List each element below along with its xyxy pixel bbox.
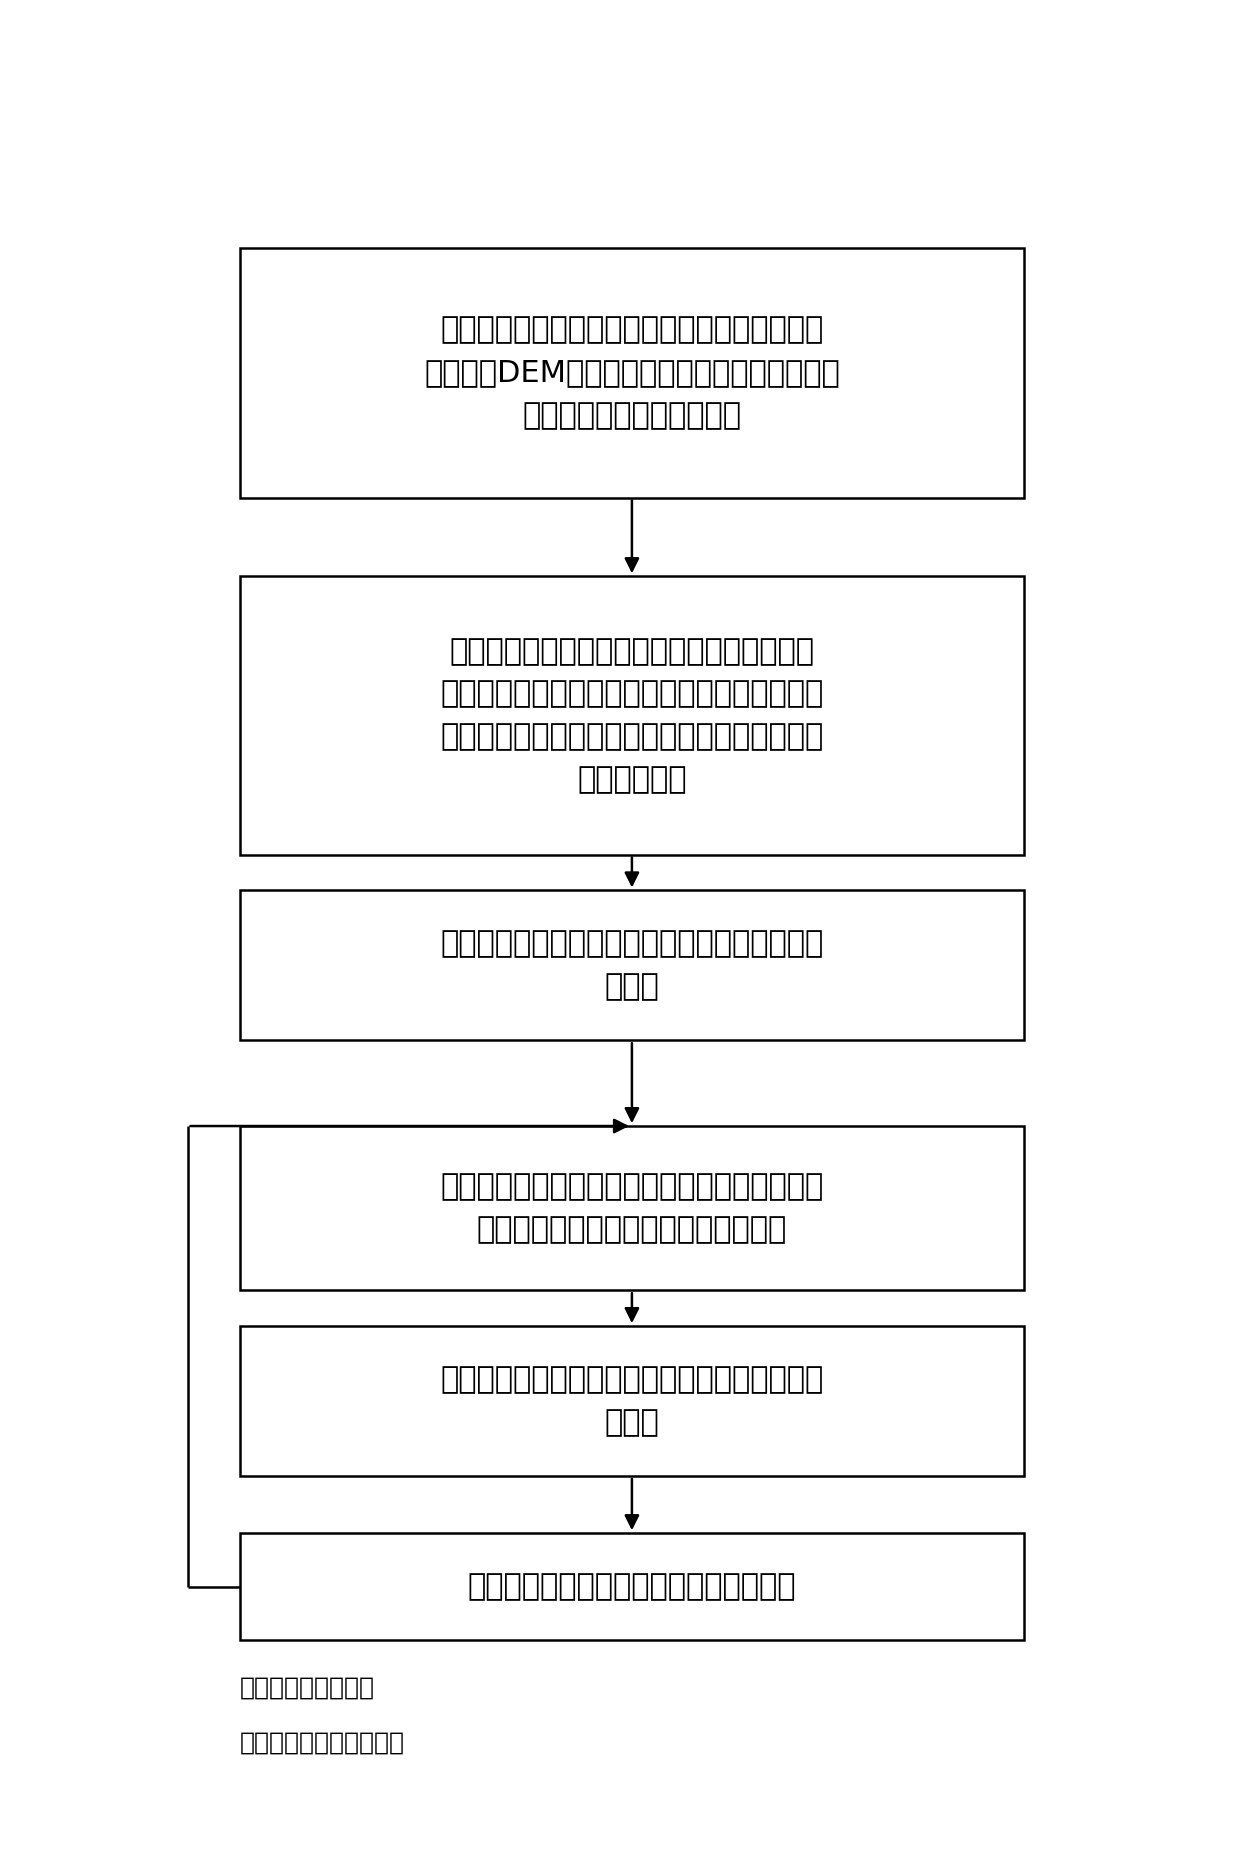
- Text: 提取沟道栅格，设置沟道长度阈值，剔除伪沟
道。统计沟道数量和平均长度。计算栅格汇流属
性，并统计各等高带内坡面、沟道、河道径流分
配系数等参数: 提取沟道栅格，设置沟道长度阈值，剔除伪沟 道。统计沟道数量和平均长度。计算栅格汇…: [440, 636, 824, 794]
- Bar: [240, 890, 1023, 1041]
- Bar: [240, 577, 1023, 855]
- Text: 采用淤地坝水量平衡原理，对沟道汇流量进行调
蓄修正: 采用淤地坝水量平衡原理，对沟道汇流量进行调 蓄修正: [440, 1365, 824, 1438]
- Bar: [240, 1126, 1023, 1291]
- Text: 采用运动波方程对河道汇流过程进行模拟: 采用运动波方程对河道汇流过程进行模拟: [467, 1573, 797, 1601]
- Text: 采用子流域套等高带的方式作为模型基本计算单
元，基于DEM将子流域根据高程划分成数目不等
的等高带，并统计相关参数: 采用子流域套等高带的方式作为模型基本计算单 元，基于DEM将子流域根据高程划分成…: [424, 315, 840, 430]
- Text: 所有子流域汇流模拟结束: 所有子流域汇流模拟结束: [240, 1731, 406, 1755]
- Text: 采用运动波方程对各等高带进行坡面汇流过程模
拟以及对子流域沟道进行汇流过程模拟: 采用运动波方程对各等高带进行坡面汇流过程模 拟以及对子流域沟道进行汇流过程模拟: [440, 1172, 824, 1245]
- Bar: [240, 1532, 1023, 1640]
- Bar: [240, 247, 1023, 497]
- Text: 重复直到所有时间、: 重复直到所有时间、: [240, 1675, 375, 1699]
- Text: 对等高带内的淤地坝进行概化，并统计淤地坝相
关参数: 对等高带内的淤地坝进行概化，并统计淤地坝相 关参数: [440, 929, 824, 1002]
- Bar: [240, 1326, 1023, 1477]
